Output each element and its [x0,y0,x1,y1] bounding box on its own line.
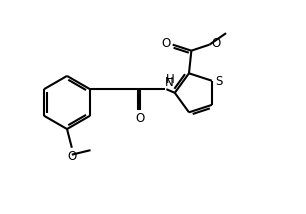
Text: O: O [211,37,220,50]
Text: N: N [165,76,173,89]
Text: O: O [161,37,170,50]
Text: O: O [67,150,76,163]
Text: S: S [215,75,223,88]
Text: H: H [166,73,175,86]
Text: O: O [136,112,145,125]
